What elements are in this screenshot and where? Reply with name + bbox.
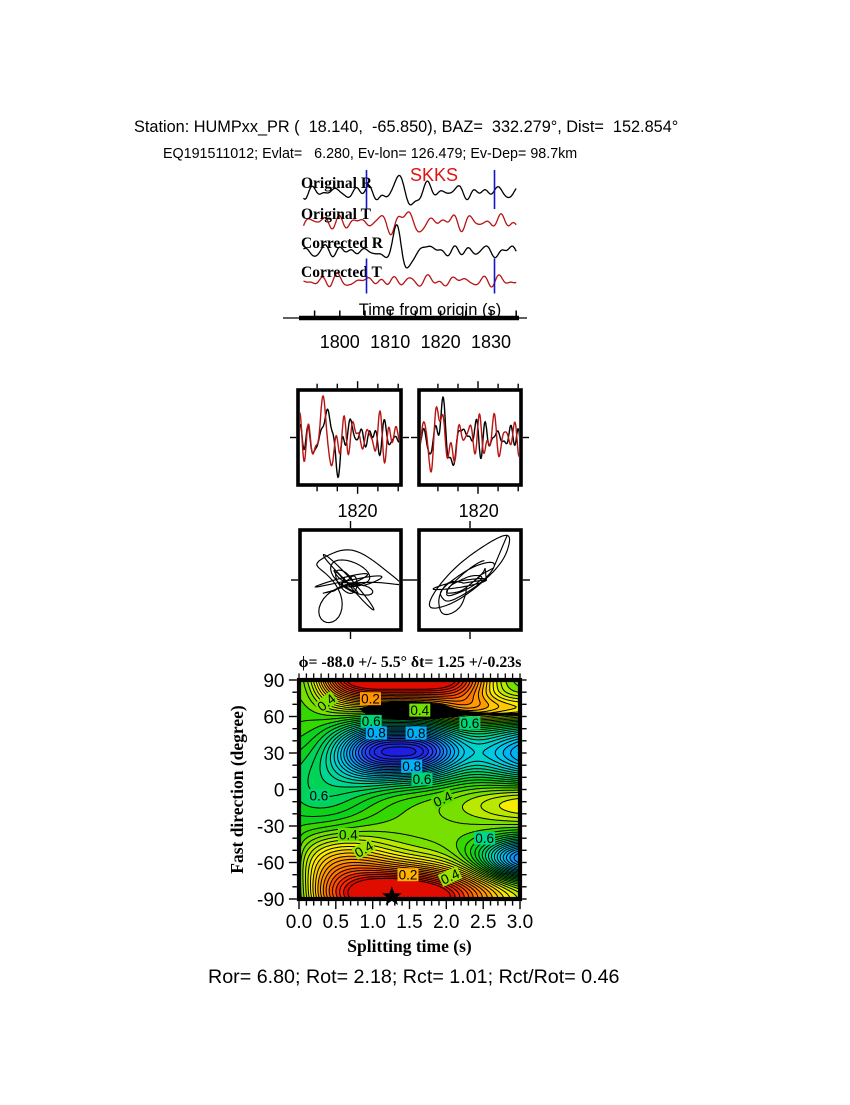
svg-text:0.8: 0.8: [407, 726, 426, 741]
svg-text:0.6: 0.6: [475, 831, 494, 846]
svg-text:Corrected R: Corrected R: [301, 235, 384, 252]
svg-text:2.0: 2.0: [433, 912, 459, 933]
svg-text:90: 90: [263, 671, 284, 692]
svg-text:0.6: 0.6: [461, 716, 480, 731]
svg-text:2.5: 2.5: [470, 912, 496, 933]
svg-text:0.5: 0.5: [323, 912, 349, 933]
svg-text:1.0: 1.0: [359, 912, 385, 933]
svg-text:0.6: 0.6: [310, 788, 329, 803]
svg-text:SKKS: SKKS: [410, 165, 458, 185]
svg-text:1830: 1830: [471, 332, 511, 352]
svg-text:Ror= 6.80; Rot= 2.18; Rct= 1.0: Ror= 6.80; Rot= 2.18; Rct= 1.01; Rct/Rot…: [208, 966, 620, 988]
svg-text:0.6: 0.6: [413, 772, 432, 787]
svg-text:Splitting time (s): Splitting time (s): [347, 936, 472, 956]
svg-text:1820: 1820: [421, 332, 461, 352]
svg-text:0.4: 0.4: [410, 703, 429, 718]
svg-text:1820: 1820: [337, 501, 377, 521]
svg-text:0.4: 0.4: [431, 788, 455, 810]
svg-text:Fast direction (degree): Fast direction (degree): [227, 705, 247, 874]
svg-text:0.0: 0.0: [286, 912, 312, 933]
svg-text:Corrected T: Corrected T: [301, 264, 382, 281]
svg-text:-60: -60: [257, 854, 284, 875]
svg-text:EQ191511012; Evlat= 6.280, E: EQ191511012; Evlat= 6.280, Ev-lon= 126.4…: [163, 146, 577, 162]
svg-text:-30: -30: [257, 817, 284, 838]
svg-text:30: 30: [263, 744, 284, 765]
svg-text:-90: -90: [257, 890, 284, 911]
svg-text:3.0: 3.0: [507, 912, 533, 933]
svg-text:0.6: 0.6: [362, 714, 381, 729]
svg-text:0.2: 0.2: [399, 868, 418, 883]
svg-text:0.4: 0.4: [438, 866, 462, 888]
svg-text:0.2: 0.2: [361, 692, 380, 707]
svg-text:60: 60: [263, 708, 284, 729]
svg-text:Original R: Original R: [301, 175, 373, 192]
svg-text:ϕ= -88.0 +/- 5.5° δt= 1.25 +/-: ϕ= -88.0 +/- 5.5° δt= 1.25 +/-0.23s: [299, 654, 522, 671]
svg-text:0.4: 0.4: [339, 827, 358, 842]
svg-text:Time from origin (s): Time from origin (s): [359, 301, 501, 319]
svg-text:1800: 1800: [320, 332, 360, 352]
svg-text:1810: 1810: [370, 332, 410, 352]
svg-text:0.8: 0.8: [367, 726, 386, 741]
svg-text:0.8: 0.8: [402, 759, 421, 774]
svg-text:Station: HUMPxx_PR ( 18.140,: Station: HUMPxx_PR ( 18.140, -65.850), B…: [134, 118, 678, 136]
svg-text:0: 0: [274, 781, 285, 802]
svg-text:1820: 1820: [459, 501, 499, 521]
svg-text:Original T: Original T: [301, 206, 372, 223]
svg-text:1.5: 1.5: [396, 912, 422, 933]
